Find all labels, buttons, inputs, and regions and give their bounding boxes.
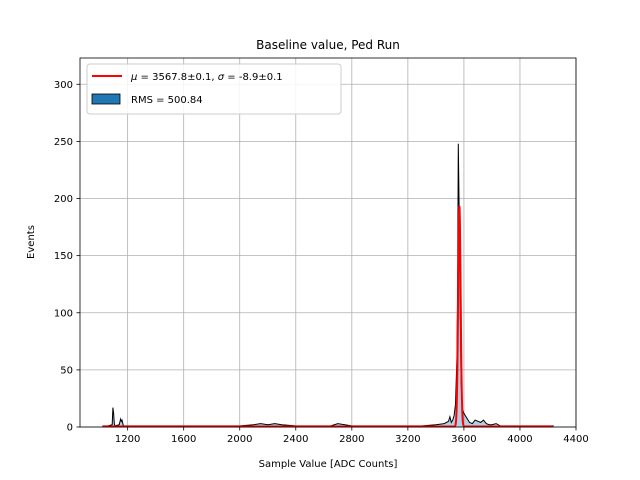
y-tick-label: 150 [54, 251, 73, 262]
legend-box [86, 63, 342, 115]
y-tick-label: 250 [54, 137, 73, 148]
plot-area [102, 143, 554, 428]
legend-sigma-symbol: σ [218, 72, 225, 83]
x-tick-label: 1600 [171, 434, 196, 445]
y-tick-label: 100 [54, 308, 73, 319]
gaussian-fit-line [102, 205, 553, 428]
legend-sigma-value: = -8.9±0.1 [224, 72, 283, 83]
x-tick-label: 4000 [507, 434, 532, 445]
y-tick-label: 0 [67, 423, 73, 434]
legend-fit-label: μ = 3567.8±0.1, σ = -8.9±0.1 [130, 72, 283, 83]
y-tick-label: 200 [54, 194, 73, 205]
x-tick-label: 3600 [451, 434, 476, 445]
chart-title: Baseline value, Ped Run [256, 38, 400, 52]
x-tick-label: 2800 [339, 434, 364, 445]
legend-mu-symbol: μ [130, 72, 137, 83]
x-axis: 1200 1600 2000 2400 2800 3200 3600 4000 4400 [115, 427, 589, 445]
x-tick-label: 3200 [395, 434, 420, 445]
x-tick-label: 1200 [115, 434, 140, 445]
x-axis-label: Sample Value [ADC Counts] [259, 459, 398, 470]
y-axis: 0 50 100 150 200 250 300 [54, 80, 80, 434]
y-axis-label: Events [26, 225, 37, 259]
legend: μ = 3567.8±0.1, σ = -8.9±0.1 RMS = 500.8… [86, 63, 342, 115]
x-tick-label: 2000 [227, 434, 252, 445]
legend-mu-value: = 3567.8±0.1, [137, 72, 217, 83]
y-tick-label: 50 [60, 365, 73, 376]
x-tick-label: 4400 [563, 434, 588, 445]
legend-hist-label: RMS = 500.84 [131, 95, 203, 106]
x-tick-label: 2400 [283, 434, 308, 445]
y-tick-label: 300 [54, 80, 73, 91]
legend-hist-swatch [91, 93, 121, 105]
axes-frame [79, 57, 577, 428]
